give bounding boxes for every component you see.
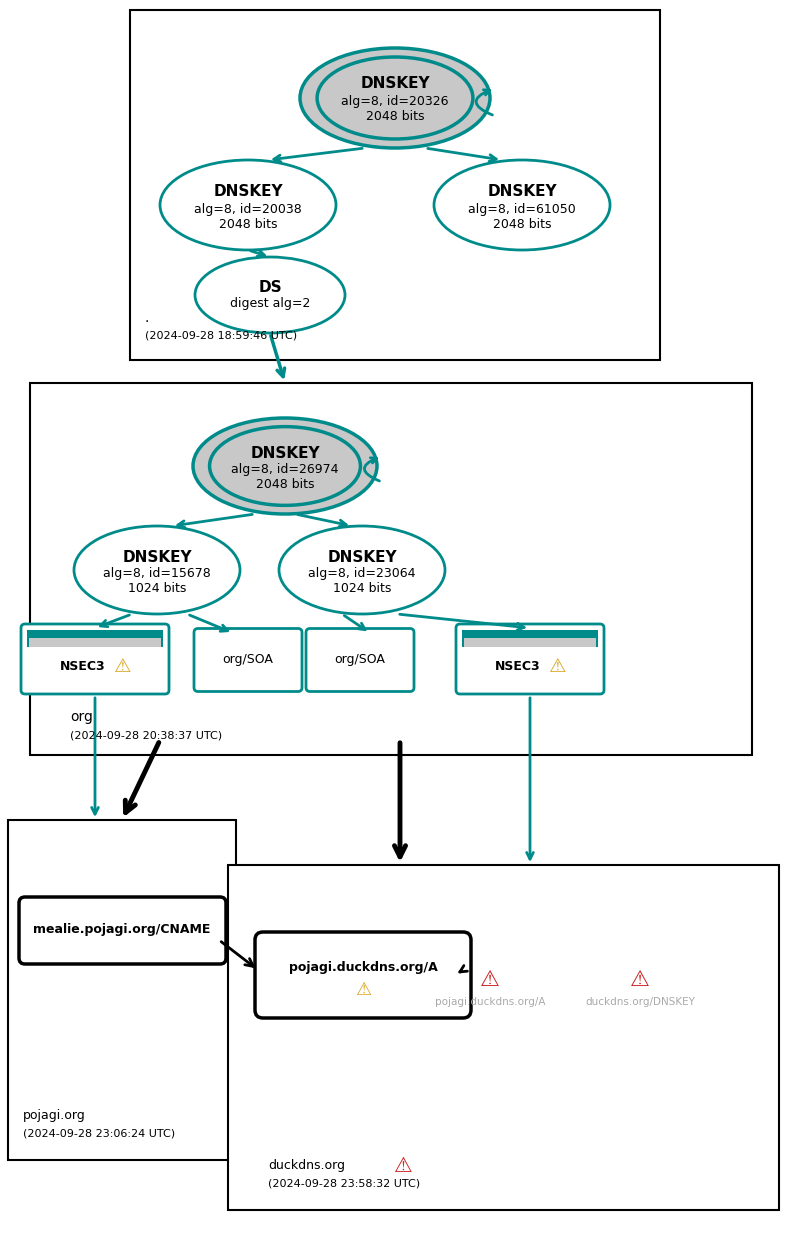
FancyBboxPatch shape bbox=[21, 624, 169, 694]
Text: alg=8, id=26974: alg=8, id=26974 bbox=[231, 463, 338, 477]
Text: pojagi.org: pojagi.org bbox=[23, 1109, 86, 1121]
Ellipse shape bbox=[195, 257, 345, 333]
Text: ⚠: ⚠ bbox=[355, 981, 371, 999]
Text: DNSKEY: DNSKEY bbox=[360, 77, 430, 91]
Text: DNSKEY: DNSKEY bbox=[122, 550, 192, 564]
Text: alg=8, id=15678: alg=8, id=15678 bbox=[103, 568, 211, 580]
Bar bbox=[228, 864, 779, 1210]
Text: NSEC3: NSEC3 bbox=[60, 661, 105, 673]
Bar bbox=[130, 10, 660, 359]
Text: DNSKEY: DNSKEY bbox=[487, 184, 557, 200]
Ellipse shape bbox=[434, 161, 610, 249]
Text: (2024-09-28 23:06:24 UTC): (2024-09-28 23:06:24 UTC) bbox=[23, 1129, 176, 1139]
FancyBboxPatch shape bbox=[194, 629, 302, 692]
Bar bbox=[8, 820, 236, 1160]
Bar bbox=[27, 630, 163, 647]
Text: ⚠: ⚠ bbox=[630, 969, 650, 990]
Text: 1024 bits: 1024 bits bbox=[333, 583, 391, 595]
Text: 1024 bits: 1024 bits bbox=[127, 583, 187, 595]
Ellipse shape bbox=[160, 161, 336, 249]
Bar bbox=[462, 630, 598, 647]
Text: alg=8, id=23064: alg=8, id=23064 bbox=[309, 568, 416, 580]
Text: alg=8, id=20326: alg=8, id=20326 bbox=[342, 95, 449, 109]
Text: (2024-09-28 20:38:37 UTC): (2024-09-28 20:38:37 UTC) bbox=[70, 730, 222, 740]
FancyBboxPatch shape bbox=[456, 624, 604, 694]
Ellipse shape bbox=[209, 426, 360, 505]
Text: pojagi.duckdns.org/A: pojagi.duckdns.org/A bbox=[289, 961, 438, 973]
Text: 2048 bits: 2048 bits bbox=[219, 217, 277, 231]
Ellipse shape bbox=[279, 526, 445, 614]
Text: org: org bbox=[70, 710, 93, 724]
Text: ⚠: ⚠ bbox=[114, 657, 131, 677]
Ellipse shape bbox=[74, 526, 240, 614]
Text: (2024-09-28 18:59:46 UTC): (2024-09-28 18:59:46 UTC) bbox=[145, 331, 297, 341]
Bar bbox=[29, 637, 161, 647]
Text: ⚠: ⚠ bbox=[394, 1156, 412, 1176]
Text: DNSKEY: DNSKEY bbox=[250, 446, 320, 461]
Text: DS: DS bbox=[258, 279, 282, 294]
Text: ⚠: ⚠ bbox=[480, 969, 500, 990]
Text: 2048 bits: 2048 bits bbox=[493, 217, 551, 231]
Text: DNSKEY: DNSKEY bbox=[213, 184, 283, 200]
Ellipse shape bbox=[193, 417, 377, 514]
Ellipse shape bbox=[317, 57, 473, 140]
FancyBboxPatch shape bbox=[19, 897, 226, 965]
Text: NSEC3: NSEC3 bbox=[495, 661, 541, 673]
Text: digest alg=2: digest alg=2 bbox=[230, 298, 310, 310]
Ellipse shape bbox=[300, 48, 490, 148]
Text: mealie.pojagi.org/CNAME: mealie.pojagi.org/CNAME bbox=[33, 924, 211, 936]
Text: (2024-09-28 23:58:32 UTC): (2024-09-28 23:58:32 UTC) bbox=[268, 1179, 420, 1189]
Text: org/SOA: org/SOA bbox=[223, 653, 273, 667]
Text: duckdns.org/DNSKEY: duckdns.org/DNSKEY bbox=[585, 997, 695, 1007]
Text: pojagi.duckdns.org/A: pojagi.duckdns.org/A bbox=[434, 997, 545, 1007]
Text: DNSKEY: DNSKEY bbox=[327, 550, 397, 564]
Text: ⚠: ⚠ bbox=[549, 657, 567, 677]
FancyBboxPatch shape bbox=[255, 932, 471, 1018]
FancyBboxPatch shape bbox=[306, 629, 414, 692]
Text: duckdns.org: duckdns.org bbox=[268, 1158, 345, 1172]
Text: .: . bbox=[145, 311, 150, 325]
Text: 2048 bits: 2048 bits bbox=[256, 478, 314, 492]
Text: 2048 bits: 2048 bits bbox=[366, 110, 424, 124]
Text: alg=8, id=61050: alg=8, id=61050 bbox=[468, 203, 576, 215]
Bar bbox=[464, 637, 596, 647]
Bar bbox=[30, 383, 752, 755]
Text: alg=8, id=20038: alg=8, id=20038 bbox=[194, 203, 302, 215]
Text: org/SOA: org/SOA bbox=[334, 653, 386, 667]
